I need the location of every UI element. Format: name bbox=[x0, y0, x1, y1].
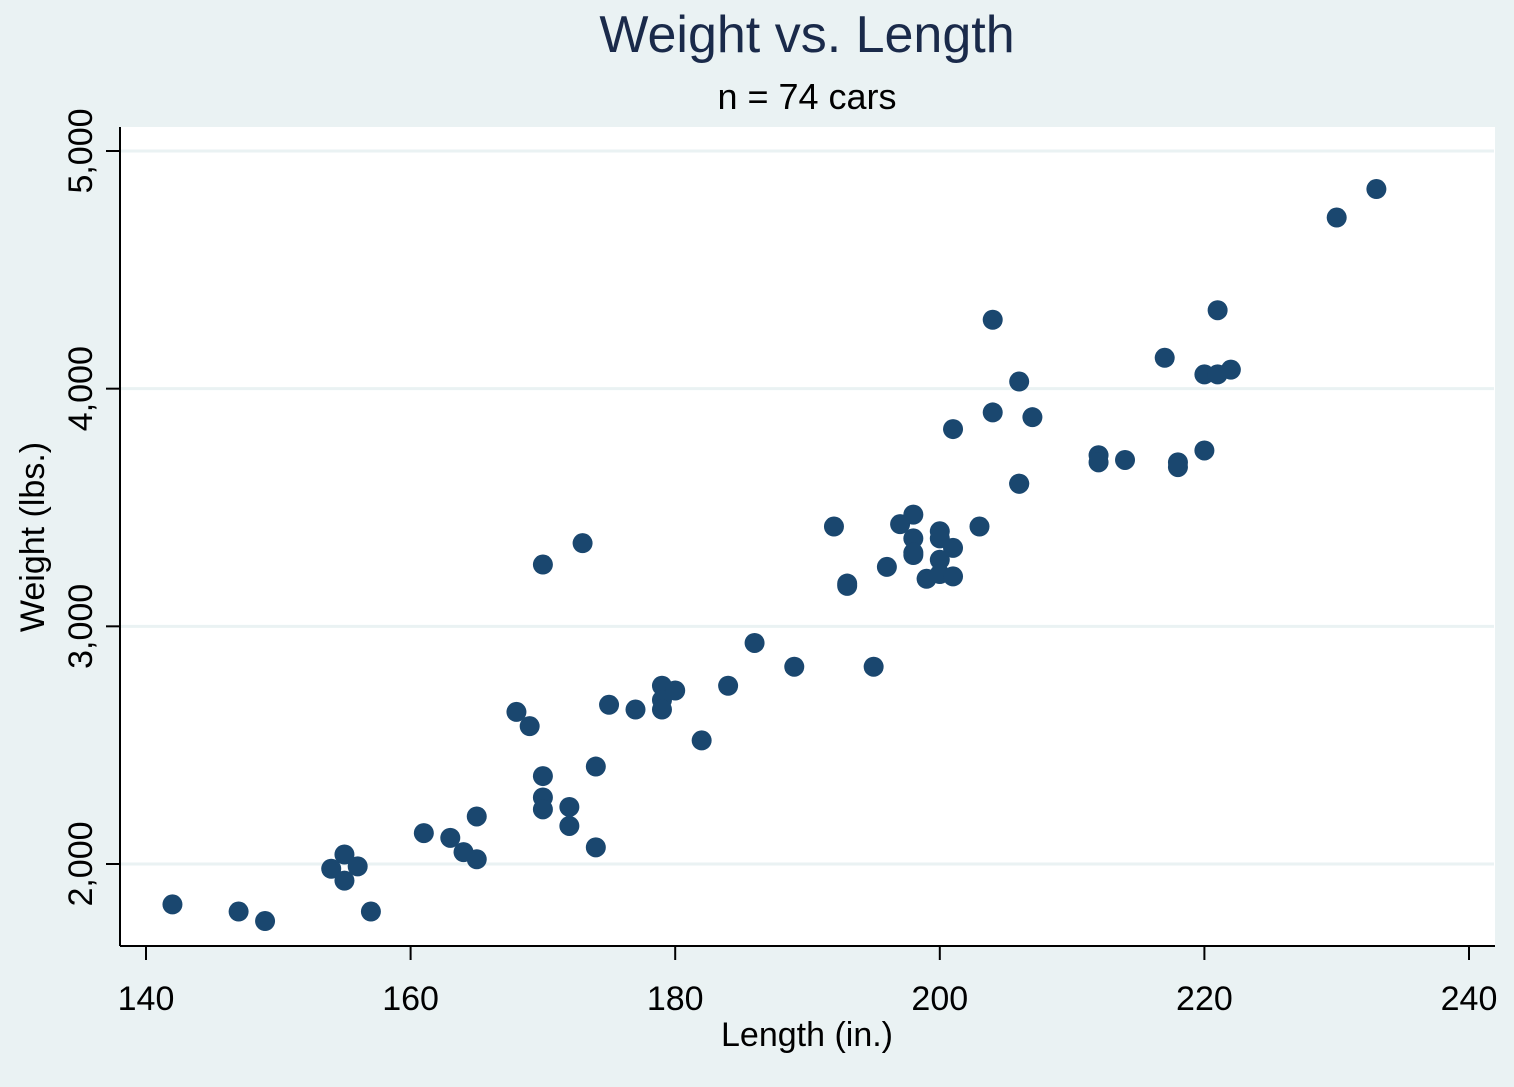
data-point bbox=[876, 556, 897, 577]
data-point bbox=[559, 796, 580, 817]
data-point bbox=[321, 858, 342, 879]
data-point bbox=[903, 504, 924, 525]
data-point bbox=[718, 675, 739, 696]
plot-area bbox=[120, 127, 1495, 946]
data-point bbox=[1220, 359, 1241, 380]
data-point bbox=[1326, 207, 1347, 228]
data-point bbox=[744, 632, 765, 653]
x-axis-title: Length (in.) bbox=[721, 1016, 893, 1054]
data-point bbox=[943, 537, 964, 558]
x-tick-label: 160 bbox=[382, 980, 439, 1018]
data-point bbox=[982, 402, 1003, 423]
data-point bbox=[466, 806, 487, 827]
data-point bbox=[1009, 473, 1030, 494]
data-point bbox=[625, 699, 646, 720]
data-point bbox=[519, 716, 540, 737]
data-point bbox=[1207, 300, 1228, 321]
data-point bbox=[784, 656, 805, 677]
data-point bbox=[334, 844, 355, 865]
x-tick-label: 140 bbox=[118, 980, 175, 1018]
data-point bbox=[1194, 440, 1215, 461]
gridlines bbox=[121, 149, 1494, 866]
data-point bbox=[466, 849, 487, 870]
data-point bbox=[347, 856, 368, 877]
data-point bbox=[506, 701, 527, 722]
data-point bbox=[969, 516, 990, 537]
chart-subtitle: n = 74 cars bbox=[717, 76, 896, 117]
x-tick-label: 220 bbox=[1176, 980, 1233, 1018]
data-point bbox=[943, 419, 964, 440]
x-tick-label: 240 bbox=[1441, 980, 1498, 1018]
data-point bbox=[255, 911, 276, 932]
y-axis-title: Weight (lbs.) bbox=[14, 442, 52, 632]
data-point bbox=[943, 566, 964, 587]
data-point bbox=[863, 656, 884, 677]
data-point bbox=[599, 694, 620, 715]
data-point bbox=[162, 894, 183, 915]
y-tick-label: 5,000 bbox=[62, 108, 100, 193]
data-point bbox=[903, 528, 924, 549]
data-point bbox=[982, 309, 1003, 330]
data-point bbox=[1088, 452, 1109, 473]
data-point bbox=[559, 815, 580, 836]
data-point bbox=[823, 516, 844, 537]
y-tick-label: 3,000 bbox=[62, 584, 100, 669]
data-point bbox=[837, 575, 858, 596]
y-tick-label: 4,000 bbox=[62, 346, 100, 431]
data-point bbox=[903, 542, 924, 563]
data-point bbox=[585, 756, 606, 777]
data-points bbox=[162, 179, 1387, 932]
y-tick-label: 2,000 bbox=[62, 821, 100, 906]
data-point bbox=[691, 730, 712, 751]
data-point bbox=[1366, 179, 1387, 200]
data-point bbox=[665, 680, 686, 701]
data-point bbox=[532, 554, 553, 575]
data-point bbox=[532, 766, 553, 787]
data-point bbox=[585, 837, 606, 858]
data-point bbox=[1009, 371, 1030, 392]
data-point bbox=[929, 549, 950, 570]
chart-title: Weight vs. Length bbox=[599, 6, 1014, 64]
x-axis-ticks: 140 160 180 200 220 240 bbox=[118, 946, 1498, 1018]
y-axis-ticks: 2,000 3,000 4,000 5,000 bbox=[62, 108, 120, 907]
data-point bbox=[651, 699, 672, 720]
data-point bbox=[1115, 449, 1136, 470]
data-point bbox=[1022, 407, 1043, 428]
data-point bbox=[572, 533, 593, 554]
data-point bbox=[334, 870, 355, 891]
data-point bbox=[1154, 347, 1175, 368]
x-tick-label: 200 bbox=[911, 980, 968, 1018]
data-point bbox=[440, 827, 461, 848]
data-point bbox=[532, 799, 553, 820]
x-tick-label: 180 bbox=[647, 980, 704, 1018]
data-point bbox=[360, 901, 381, 922]
data-point bbox=[1167, 457, 1188, 478]
data-point bbox=[413, 823, 434, 844]
data-point bbox=[228, 901, 249, 922]
